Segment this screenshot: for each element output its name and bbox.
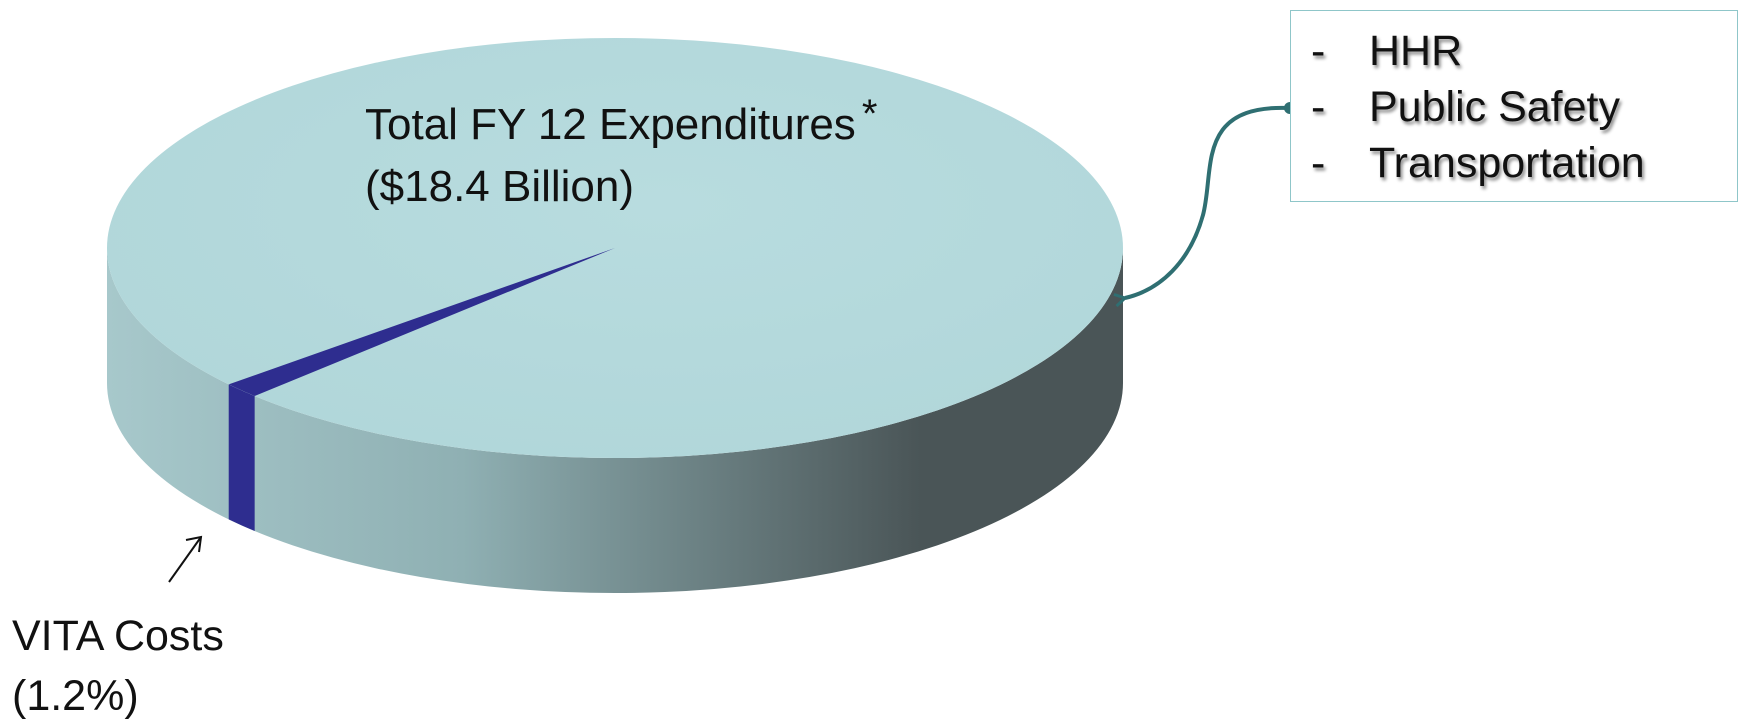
callout-item-label: HHR <box>1369 27 1463 75</box>
callout-dash: - <box>1311 139 1326 187</box>
pie-side-wall <box>107 248 1123 593</box>
callout-dash: - <box>1311 27 1326 75</box>
chart-subtitle: ($18.4 Billion) <box>365 162 635 211</box>
callout-dash: - <box>1311 83 1326 131</box>
title-asterisk: * <box>861 92 878 136</box>
vita-slice <box>228 248 615 397</box>
chart-title: Total FY 12 Expenditures * <box>365 92 878 149</box>
callout-item-label: Transportation <box>1369 139 1645 187</box>
vita-pointer-arrowhead <box>185 535 203 553</box>
vita-pointer-arrow <box>168 536 202 583</box>
vita-slice-side <box>228 384 255 532</box>
callout-connector <box>1125 105 1291 298</box>
vita-costs-label: VITA Costs <box>12 612 224 660</box>
callout-item-label: Public Safety <box>1369 83 1620 131</box>
callout-box: - HHR - Public Safety - Transportation <box>1290 10 1738 202</box>
vita-costs-percent: (1.2%) <box>12 672 139 720</box>
